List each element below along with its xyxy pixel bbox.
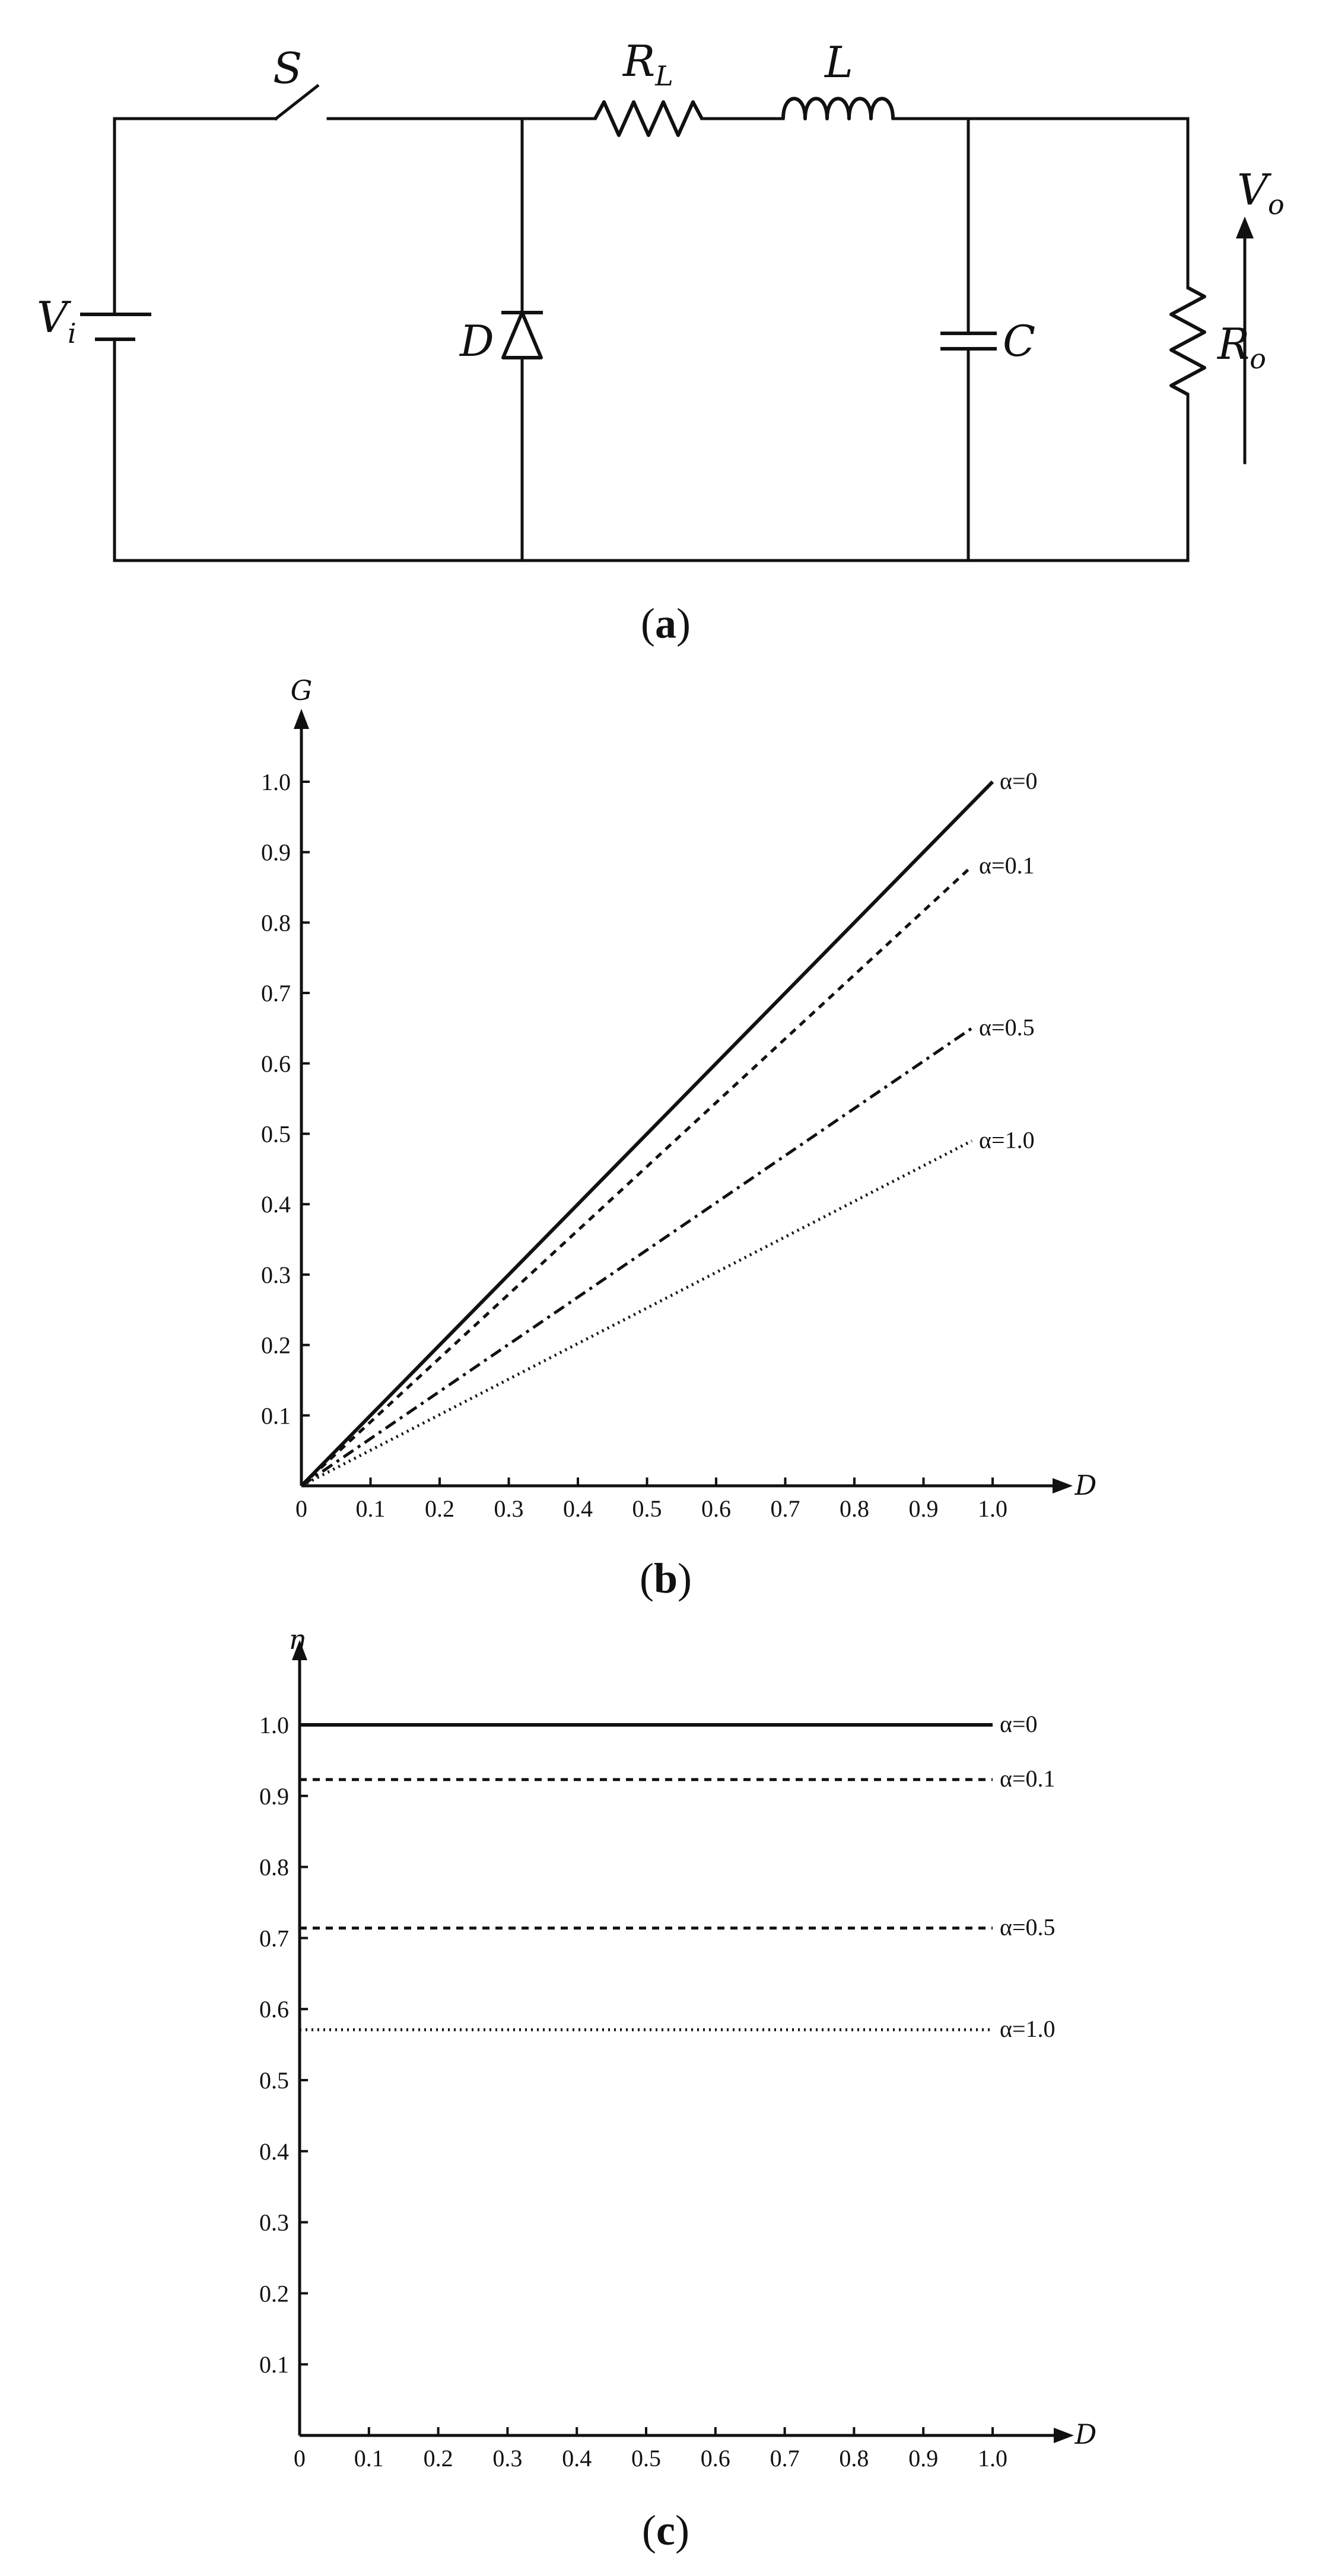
x-tick-label: 0.9 <box>908 2445 938 2472</box>
y-tick-label: 0.6 <box>261 1050 291 1077</box>
x-axis-arrow <box>1054 2428 1074 2443</box>
x-tick-label: 0.3 <box>492 2445 522 2472</box>
y-tick-label: 0.3 <box>259 2209 289 2236</box>
y-axis-arrow <box>292 1640 307 1660</box>
chart-gain: G D 0 0.1 0.2 0.3 0.4 0.5 0.6 0.7 0.8 0.9 1.0 0.1 0.2 0… <box>261 674 1096 1602</box>
panel-label-letter: c <box>656 2507 675 2554</box>
series-label: α=0 <box>1000 768 1038 794</box>
y-tick-label: 0.1 <box>259 2351 289 2378</box>
panel-label-close: ) <box>675 2507 689 2554</box>
diode-triangle <box>501 311 543 359</box>
x-tick-label: 0.3 <box>494 1495 524 1522</box>
label-capacitor: C <box>1003 316 1035 366</box>
y-tick-label: 1.0 <box>259 1712 289 1738</box>
panel-label-a: (a) <box>641 600 691 647</box>
x-tick-label: 0.2 <box>425 1495 454 1522</box>
label-inductor: L <box>824 37 853 87</box>
series-label: α=0.1 <box>979 852 1035 878</box>
series-label: α=0.5 <box>1000 1914 1056 1941</box>
x-tick-label: 0.4 <box>563 1495 593 1522</box>
series-label: α=1.0 <box>979 1126 1035 1153</box>
label-diode: D <box>459 316 494 366</box>
series-label: α=0 <box>1000 1711 1038 1737</box>
y-axis-arrow <box>294 709 309 729</box>
resistor-rl <box>593 100 704 137</box>
chart-efficiency: η D 0 0.1 0.2 0.3 0.4 0.5 0.6 0.7 0.8 0.9 1.0 0.1 0.2 0… <box>259 1623 1096 2554</box>
label-vi-sub: i <box>68 317 77 349</box>
y-tick-label: 0.7 <box>259 1925 289 1951</box>
label-vo: Vo <box>1237 165 1285 221</box>
switch-blade <box>274 84 320 121</box>
x-tick-label: 0.1 <box>354 2445 384 2472</box>
x-axis-arrow <box>1053 1478 1073 1494</box>
x-tick-label: 0.8 <box>840 1495 869 1522</box>
x-axis-label: D <box>1074 1469 1097 1501</box>
circuit-diagram: S RL L Vi D C Ro Vo (a) <box>37 36 1285 647</box>
y-tick-label: 0.8 <box>259 1854 289 1881</box>
y-tick-label: 0.9 <box>259 1783 289 1810</box>
y-tick-label: 0.1 <box>261 1402 291 1429</box>
y-tick-label: 0.3 <box>261 1262 291 1288</box>
x-tick-label: 0.5 <box>631 2445 661 2472</box>
y-tick-label: 0.4 <box>259 2138 289 2165</box>
x-tick-label: 0 <box>295 1495 307 1522</box>
x-tick-label: 0.9 <box>909 1495 939 1522</box>
x-tick-label: 0.2 <box>424 2445 453 2472</box>
series-label: α=1.0 <box>1000 2015 1056 2042</box>
series-line <box>300 780 994 1488</box>
resistor-ro <box>1169 286 1206 396</box>
label-rl-sub: L <box>654 60 673 92</box>
x-tick-label: 1.0 <box>978 2445 1007 2472</box>
label-ro: Ro <box>1216 319 1266 375</box>
series-line <box>300 865 973 1487</box>
panel-label-open: ( <box>640 1555 654 1602</box>
series-label: α=0.1 <box>1000 1765 1056 1792</box>
label-vi: Vi <box>37 292 77 349</box>
label-vo-sub: o <box>1268 189 1285 221</box>
y-tick-label: 0.5 <box>259 2067 289 2094</box>
y-tick-label: 0.2 <box>259 2280 289 2307</box>
label-switch: S <box>273 43 302 93</box>
y-tick-label: 0.8 <box>261 909 291 936</box>
panel-label-open: ( <box>642 2507 656 2554</box>
x-tick-label: 0.6 <box>701 1495 731 1522</box>
y-tick-label: 0.9 <box>261 839 291 866</box>
vo-arrow-head <box>1236 216 1254 238</box>
panel-label-letter: b <box>654 1555 678 1602</box>
y-tick-label: 1.0 <box>261 769 291 795</box>
x-tick-label: 0.8 <box>839 2445 869 2472</box>
y-tick-label: 0.6 <box>259 1996 289 2023</box>
label-ro-sub: o <box>1250 343 1266 375</box>
x-tick-label: 0.1 <box>356 1495 386 1522</box>
x-tick-label: 0 <box>294 2445 306 2472</box>
x-tick-label: 0.6 <box>701 2445 730 2472</box>
panel-label-c: (c) <box>642 2507 689 2554</box>
panel-label-b: (b) <box>640 1555 692 1602</box>
label-rl: RL <box>622 36 673 92</box>
x-tick-label: 1.0 <box>978 1495 1007 1522</box>
y-tick-label: 0.2 <box>261 1332 291 1359</box>
series-line <box>300 1139 973 1488</box>
x-tick-label: 0.5 <box>632 1495 662 1522</box>
x-tick-label: 0.7 <box>771 1495 800 1522</box>
series-line <box>300 1027 973 1488</box>
series-label: α=0.5 <box>979 1014 1035 1040</box>
y-tick-label: 0.4 <box>261 1191 291 1218</box>
x-tick-label: 0.7 <box>770 2445 800 2472</box>
panel-label-close: ) <box>678 1555 692 1602</box>
y-axis-label: G <box>291 674 313 706</box>
x-tick-label: 0.4 <box>562 2445 592 2472</box>
y-axis-label: η <box>288 1623 305 1655</box>
y-tick-label: 0.5 <box>261 1121 291 1148</box>
y-tick-label: 0.7 <box>261 980 291 1007</box>
inductor-l <box>781 97 895 120</box>
x-axis-label: D <box>1074 2418 1097 2450</box>
